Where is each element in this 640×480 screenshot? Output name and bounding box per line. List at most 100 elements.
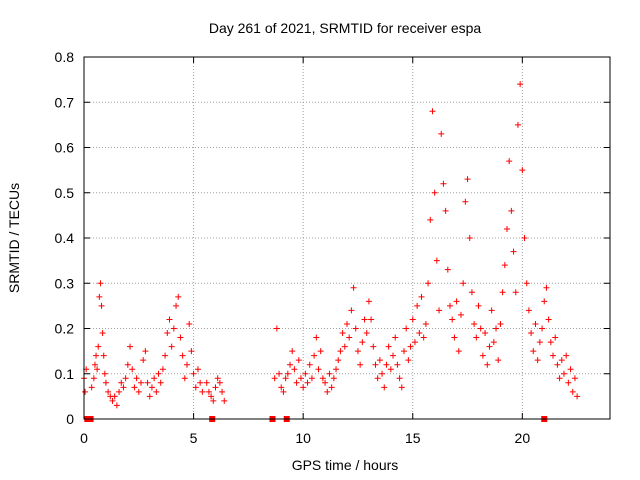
data-point [431,189,438,196]
data-point [365,298,372,305]
data-point [460,280,467,287]
data-point [91,361,98,368]
data-point [462,198,469,205]
data-point [188,348,195,355]
data-point [194,366,201,373]
data-point [166,316,173,323]
data-point [387,366,394,373]
data-point [484,361,491,368]
data-point [216,379,223,386]
data-point [363,330,370,337]
data-point [113,402,120,409]
data-point [214,375,221,382]
data-point [135,388,142,395]
data-point [466,235,473,241]
data-point [407,343,414,350]
data-point [341,343,348,350]
data-point [508,207,515,214]
x-axis-label: GPS time / hours [292,457,399,473]
data-point [221,397,228,404]
chart-title: Day 261 of 2021, SRMTID for receiver esp… [209,20,482,36]
data-point [346,334,353,341]
data-point [102,379,109,386]
data-point [411,339,418,346]
data-point [510,248,517,255]
data-point [379,370,386,377]
data-point [545,316,552,323]
data-point [376,357,383,364]
data-point [359,339,366,346]
data-point [219,388,226,395]
data-point [455,348,462,355]
data-point [271,375,278,382]
data-point [100,352,107,359]
data-point [440,180,447,187]
x-tick-label: 5 [190,430,198,446]
grid-lines [84,57,610,419]
y-tick-label: 0.2 [55,321,75,337]
data-point [416,330,423,337]
data-point [140,357,147,364]
data-point [499,289,506,296]
data-point [306,361,313,368]
data-point [330,375,337,382]
data-point [133,375,140,382]
data-point [276,370,283,377]
data-point [159,366,166,373]
data-point [394,361,401,368]
data-point [550,352,557,359]
data-point [396,375,403,382]
data-point [333,366,340,373]
data-point [210,397,217,404]
data-point [284,370,291,377]
y-tick-label: 0.6 [55,140,75,156]
data-point [137,379,144,386]
data-point [170,325,177,332]
data-point [335,357,342,364]
data-point [311,352,318,359]
y-tick-label: 0.5 [55,185,75,201]
data-point [541,298,548,305]
data-point [282,375,289,382]
y-tick-label: 0.7 [55,94,75,110]
data-point [94,366,101,373]
data-point [354,348,361,355]
data-point [96,293,103,300]
data-point [414,302,421,309]
data-point [146,393,153,400]
data-point [398,384,405,391]
data-point [532,320,539,327]
data-point [339,330,346,337]
data-point [495,357,502,364]
data-point [425,280,432,287]
data-point [477,325,484,332]
data-point [403,325,410,332]
data-point [308,375,315,382]
data-point [199,388,206,395]
data-point [82,388,89,395]
data-point [181,375,188,382]
data-point [436,307,443,314]
data-point [99,330,106,337]
data-point [118,379,125,386]
data-point [153,388,160,395]
x-tick-label: 10 [295,430,311,446]
data-point [319,375,326,382]
data-point [129,366,136,373]
data-point [418,293,425,300]
data-point [131,384,138,391]
data-point [324,388,331,395]
data-point [536,339,543,346]
data-point [530,348,537,355]
plot-frame [83,56,611,420]
data-point [127,343,134,350]
data-point [313,334,320,341]
data-point [95,343,102,350]
data-point [471,320,478,327]
data-point [374,375,381,382]
data-point [574,393,581,400]
data-point [164,330,171,337]
data-point [506,158,513,165]
data-point [523,280,530,287]
data-point [144,379,151,386]
